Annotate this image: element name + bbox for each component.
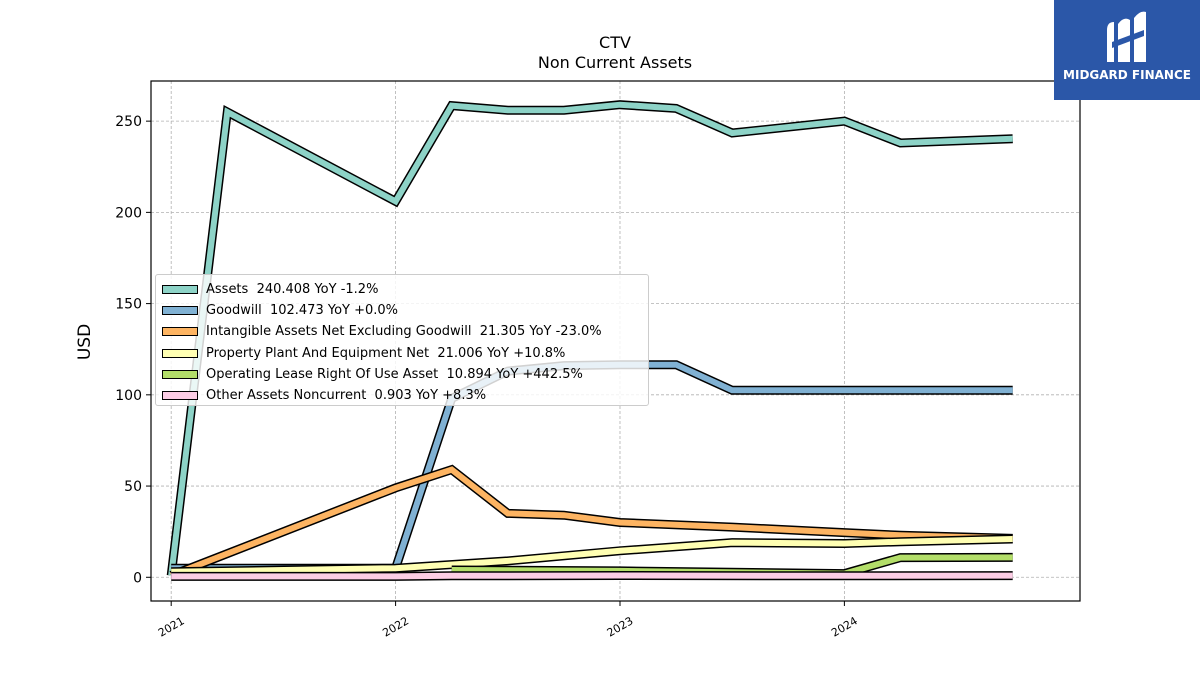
series-line (170, 466, 1013, 579)
legend-item: Property Plant And Equipment Net 21.006 … (160, 343, 644, 364)
series-line (168, 101, 1013, 576)
legend-swatch (162, 348, 198, 358)
legend-item: Operating Lease Right Of Use Asset 10.89… (160, 364, 644, 385)
legend-swatch (162, 391, 198, 401)
y-tick-label: 200 (115, 205, 142, 221)
midgard-logo-icon (1107, 11, 1146, 63)
x-tick-label: 2022 (380, 614, 411, 639)
legend-label: Goodwill 102.473 YoY +0.0% (206, 303, 399, 319)
chart-title: CTV (599, 33, 631, 52)
midgard-finance-logo: MIDGARD FINANCE (1054, 0, 1200, 100)
legend-label: Assets 240.408 YoY -1.2% (206, 282, 379, 298)
legend-item: Intangible Assets Net Excluding Goodwill… (160, 321, 644, 342)
series-assets (166, 100, 1013, 577)
x-tick-label: 2023 (605, 614, 636, 639)
legend-swatch (162, 306, 198, 316)
x-tick-label: 2024 (829, 614, 860, 639)
y-tick-label: 100 (115, 388, 142, 404)
y-tick-label: 50 (124, 479, 142, 495)
legend-label: Intangible Assets Net Excluding Goodwill… (206, 324, 602, 340)
legend-item: Other Assets Noncurrent 0.903 YoY +8.3% (160, 385, 644, 406)
chart-subtitle: Non Current Assets (538, 53, 692, 72)
legend-label: Operating Lease Right Of Use Asset 10.89… (206, 366, 583, 382)
series-intangible-assets-net-excluding-goodwill (169, 464, 1013, 580)
series-property-plant-and-equipment-net (171, 534, 1013, 577)
legend-item: Goodwill 102.473 YoY +0.0% (160, 300, 644, 321)
logo-text: MIDGARD FINANCE (1063, 68, 1191, 82)
series-line (171, 536, 1013, 575)
legend-item: Assets 240.408 YoY -1.2% (160, 279, 644, 300)
y-axis-label: USD (75, 324, 95, 360)
legend-swatch (162, 285, 198, 295)
legend-label: Property Plant And Equipment Net 21.006 … (206, 345, 566, 361)
series-line (171, 572, 1013, 580)
y-tick-label: 150 (115, 297, 142, 313)
series-other-assets-noncurrent (171, 570, 1013, 581)
legend-swatch (162, 327, 198, 337)
x-tick-label: 2021 (156, 614, 187, 639)
legend-label: Other Assets Noncurrent 0.903 YoY +8.3% (206, 388, 487, 404)
y-tick-label: 250 (115, 114, 142, 130)
plot-frame (150, 80, 1081, 602)
y-tick-label: 0 (133, 570, 142, 586)
legend-swatch (162, 369, 198, 379)
legend: Assets 240.408 YoY -1.2% Goodwill 102.473… (155, 274, 649, 406)
